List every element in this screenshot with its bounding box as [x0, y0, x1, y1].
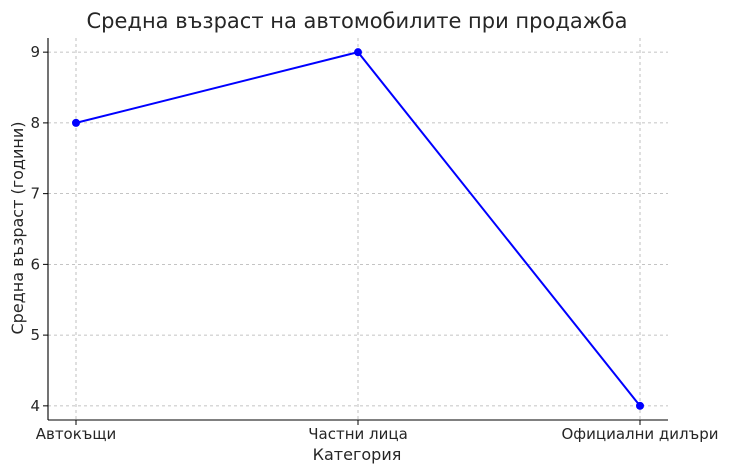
- y-tick-label: 6: [30, 255, 40, 273]
- data-point: [636, 401, 644, 410]
- y-axis-label: Средна възраст (години): [8, 122, 27, 335]
- y-tick-label: 7: [30, 185, 40, 203]
- x-tick-label: Автокъщи: [36, 425, 117, 443]
- series: [72, 48, 644, 410]
- y-tick-label: 5: [30, 326, 40, 344]
- y-axis-ticks: 4 5 6 7 8 9: [30, 43, 48, 415]
- data-point: [72, 118, 80, 127]
- grid: [48, 38, 668, 420]
- x-tick-label: Официални дилъри: [561, 425, 718, 443]
- x-axis-label: Категория: [313, 445, 402, 464]
- data-point: [354, 48, 362, 57]
- y-tick-label: 4: [30, 397, 40, 415]
- x-axis-ticks: Автокъщи Частни лица Официални дилъри: [36, 420, 719, 443]
- chart-title: Средна възраст на автомобилите при прода…: [87, 9, 628, 33]
- y-tick-label: 8: [30, 114, 40, 132]
- y-tick-label: 9: [30, 43, 40, 61]
- x-tick-label: Частни лица: [308, 425, 408, 443]
